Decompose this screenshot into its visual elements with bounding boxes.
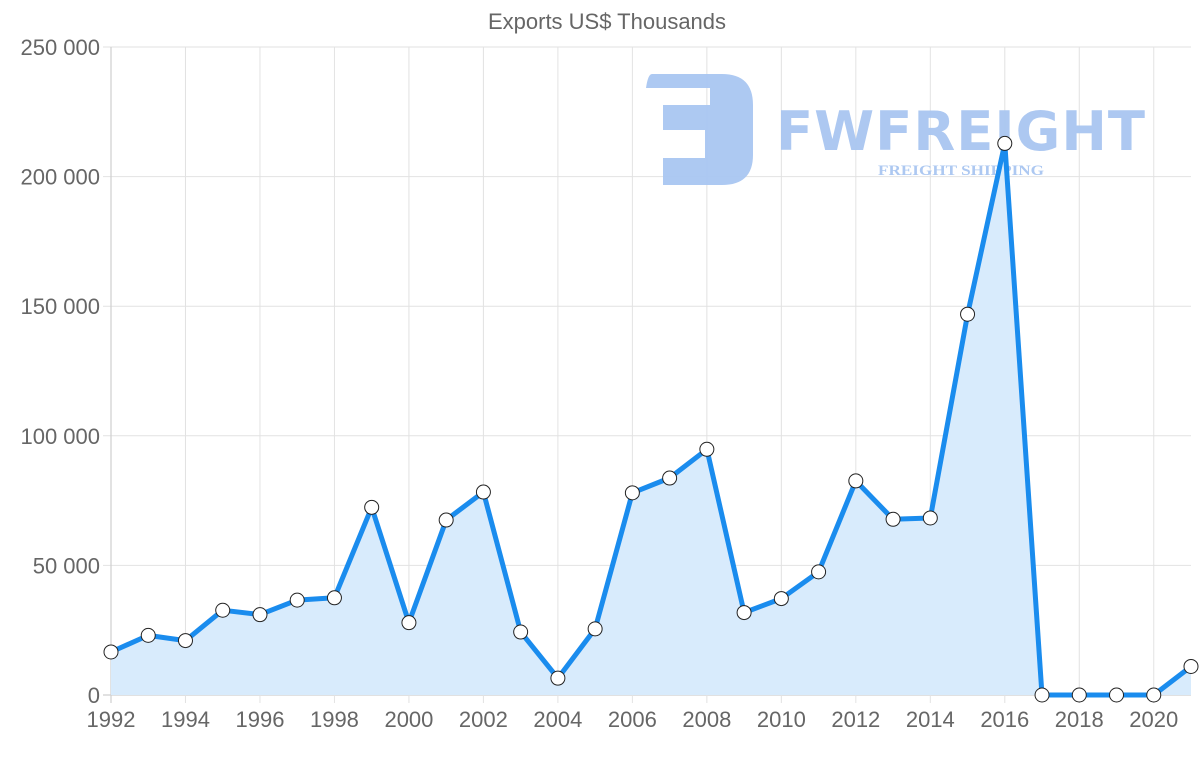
x-axis-labels: 1992 1994 1996 1998 2000 2002 2004 2006 2008 2010… (87, 707, 1179, 732)
area-fill (111, 143, 1191, 695)
data-point[interactable] (364, 499, 380, 515)
data-point[interactable] (960, 306, 976, 322)
data-point[interactable] (662, 470, 678, 486)
data-point[interactable] (326, 590, 342, 606)
fwfreight-logo-icon (646, 74, 753, 185)
data-point[interactable] (885, 511, 901, 527)
y-tick-label: 150 000 (20, 294, 100, 319)
x-tick-label: 2006 (608, 707, 657, 732)
y-axis-labels: 0 50 000 100 000 150 000 200 000 250 000 (20, 35, 100, 708)
y-tick-label: 200 000 (20, 165, 100, 190)
x-tick-label: 2008 (682, 707, 731, 732)
data-point[interactable] (1071, 687, 1087, 703)
data-point[interactable] (699, 441, 715, 457)
x-tick-label: 2014 (906, 707, 955, 732)
data-point[interactable] (997, 135, 1013, 151)
data-point[interactable] (140, 627, 156, 643)
watermark-tagline: FREIGHT SHIPPING (878, 163, 1044, 179)
data-point[interactable] (289, 592, 305, 608)
x-tick-label: 2000 (384, 707, 433, 732)
data-point[interactable] (773, 591, 789, 607)
chart-title: Exports US$ Thousands (488, 9, 726, 34)
x-tick-label: 2018 (1055, 707, 1104, 732)
data-point[interactable] (550, 670, 566, 686)
x-tick-label: 2002 (459, 707, 508, 732)
data-point[interactable] (848, 473, 864, 489)
data-point[interactable] (811, 564, 827, 580)
x-tick-label: 2012 (831, 707, 880, 732)
data-point[interactable] (1183, 658, 1199, 674)
data-point[interactable] (438, 512, 454, 528)
watermark-logo: FWFREIGHT FREIGHT SHIPPING (646, 74, 1146, 185)
x-tick-label: 1998 (310, 707, 359, 732)
data-point[interactable] (922, 510, 938, 526)
data-points (103, 135, 1199, 703)
data-point[interactable] (475, 484, 491, 500)
y-tick-label: 0 (88, 683, 100, 708)
x-tick-label: 2010 (757, 707, 806, 732)
data-point[interactable] (1109, 687, 1125, 703)
data-point[interactable] (252, 607, 268, 623)
watermark-brand: FWFREIGHT (776, 100, 1146, 163)
data-point[interactable] (401, 615, 417, 631)
y-tick-label: 50 000 (33, 553, 100, 578)
data-point[interactable] (587, 621, 603, 637)
data-point[interactable] (513, 624, 529, 640)
x-tick-label: 2020 (1129, 707, 1178, 732)
data-point[interactable] (1034, 687, 1050, 703)
data-point[interactable] (215, 602, 231, 618)
x-tick-label: 1992 (87, 707, 136, 732)
x-tick-label: 1996 (235, 707, 284, 732)
data-point[interactable] (177, 633, 193, 649)
x-tick-label: 2004 (533, 707, 582, 732)
y-tick-label: 100 000 (20, 424, 100, 449)
data-point[interactable] (1146, 687, 1162, 703)
x-tick-label: 2016 (980, 707, 1029, 732)
x-tick-label: 1994 (161, 707, 210, 732)
y-tick-label: 250 000 (20, 35, 100, 60)
exports-series (103, 135, 1199, 703)
data-point[interactable] (624, 485, 640, 501)
data-point[interactable] (736, 605, 752, 621)
data-point[interactable] (103, 644, 119, 660)
